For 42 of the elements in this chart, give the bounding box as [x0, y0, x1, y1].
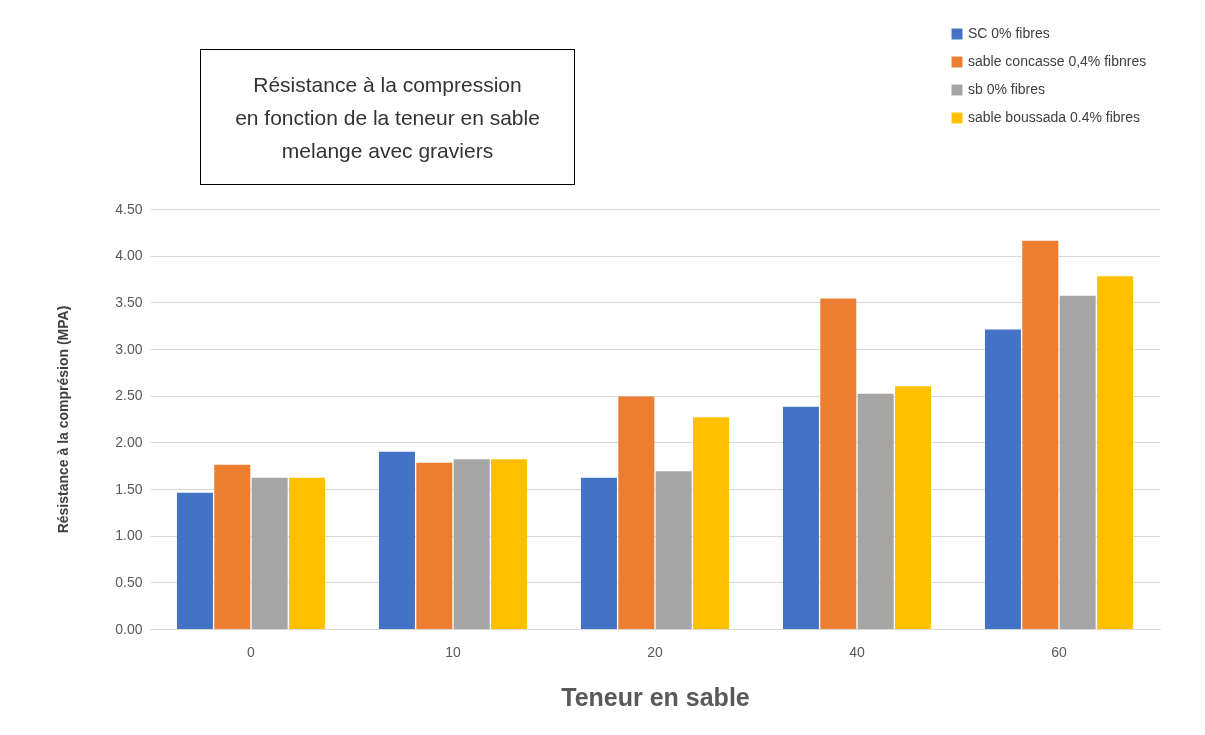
bar	[782, 406, 819, 629]
y-tick-label: 4.00	[115, 247, 143, 264]
x-tick-label: 40	[849, 643, 865, 660]
y-tick-label: 1.50	[115, 480, 143, 497]
y-tick-label: 1.00	[115, 527, 143, 544]
bar	[618, 396, 655, 629]
bar	[1059, 295, 1096, 629]
y-tick-label: 3.00	[115, 340, 143, 357]
bar	[895, 386, 932, 629]
bar	[857, 393, 894, 629]
y-tick-label: 4.50	[115, 200, 143, 217]
y-tick-label: 2.00	[115, 433, 143, 450]
bar	[176, 492, 213, 629]
legend-label: SC 0% fibres	[968, 25, 1050, 41]
x-tick-label: 10	[445, 643, 461, 660]
bar	[491, 459, 528, 629]
legend-label: sable concasse 0,4% fibnres	[968, 53, 1147, 69]
legend-label: sable boussada 0.4% fibres	[968, 109, 1140, 125]
bar	[289, 477, 326, 629]
bar	[1022, 240, 1059, 629]
chart-title: Résistance à la compression en fonction de la teneur en sable melange avec graviers	[235, 71, 540, 164]
x-axis-title: Teneur en sable	[561, 682, 750, 711]
bar	[1097, 276, 1134, 629]
x-tick-label: 0	[247, 643, 256, 660]
x-tick-label: 20	[647, 643, 663, 660]
x-tick-label: 60	[1051, 643, 1067, 660]
bar	[214, 464, 251, 629]
bar	[251, 477, 288, 629]
y-axis-title: Résistance à la comprésion (MPA)	[55, 305, 72, 534]
y-tick-label: 2.50	[115, 387, 143, 404]
bar	[655, 471, 692, 629]
y-tick-label: 0.00	[115, 620, 143, 637]
bar	[416, 462, 453, 629]
bar	[693, 417, 730, 629]
bar	[453, 459, 490, 629]
bar	[984, 329, 1021, 629]
bar	[580, 477, 617, 629]
y-tick-label: 0.50	[115, 573, 143, 590]
y-tick-label: 3.50	[115, 293, 143, 310]
bar	[378, 451, 415, 629]
bar	[820, 298, 857, 629]
legend-label: sb 0% fibres	[968, 81, 1046, 97]
